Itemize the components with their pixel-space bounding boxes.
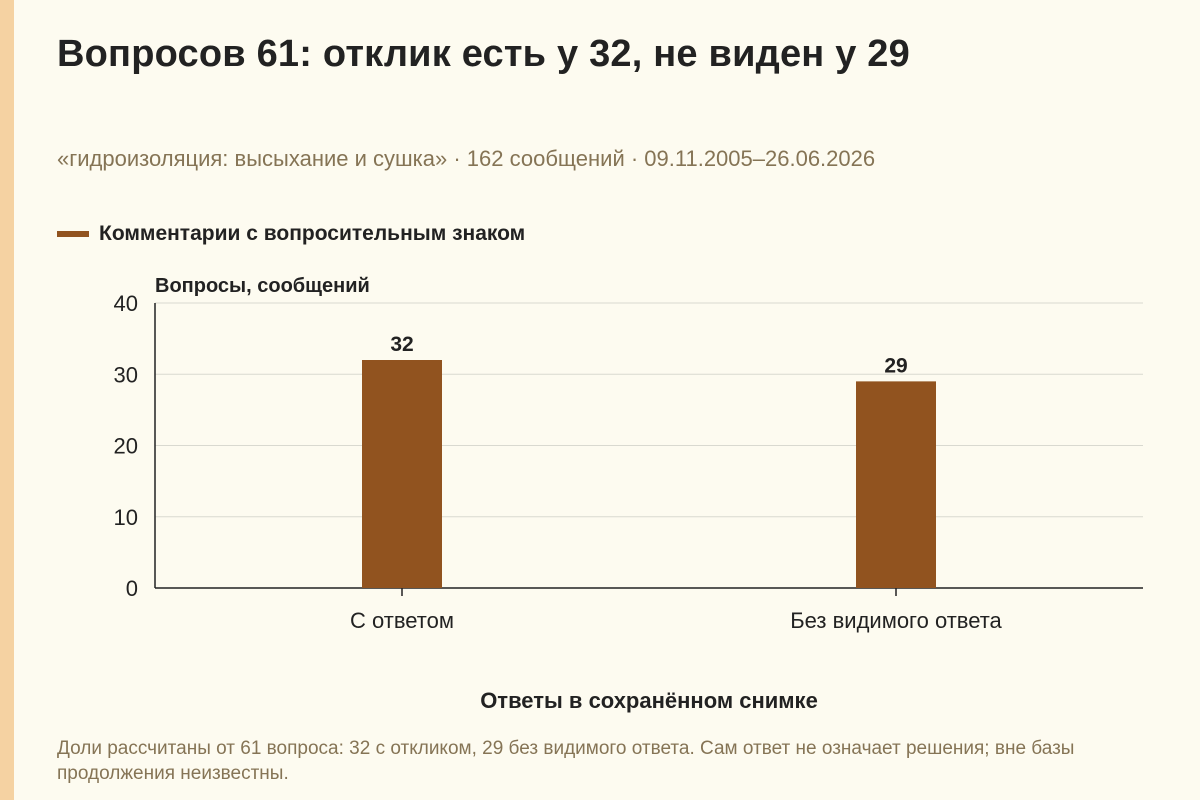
legend: Комментарии с вопросительным знаком	[57, 219, 525, 249]
x-tick-label: Без видимого ответа	[790, 608, 1002, 633]
bar	[362, 360, 442, 588]
y-tick-label: 0	[126, 576, 138, 601]
y-axis-label: Вопросы, сообщений	[155, 275, 370, 297]
legend-label: Комментарии с вопросительным знаком	[99, 222, 526, 245]
legend-swatch	[57, 231, 89, 237]
chart-title: Вопросов 61: отклик есть у 32, не виден …	[57, 33, 910, 75]
bar	[856, 381, 936, 588]
chart-subtitle: «гидроизоляция: высыхание и сушка» · 162…	[57, 146, 876, 171]
footnote: Доли рассчитаны от 61 вопроса: 32 с откл…	[57, 738, 1075, 784]
x-axis-label: Ответы в сохранённом снимке	[480, 688, 818, 713]
y-tick-label: 30	[114, 362, 138, 387]
x-tick-label: С ответом	[350, 608, 454, 633]
y-tick-label: 20	[114, 434, 138, 459]
side-accent-stripe	[0, 0, 14, 800]
y-tick-label: 40	[114, 291, 138, 316]
bar-data-label: 29	[884, 354, 907, 377]
y-tick-label: 10	[114, 505, 138, 530]
bar-data-label: 32	[390, 333, 413, 356]
